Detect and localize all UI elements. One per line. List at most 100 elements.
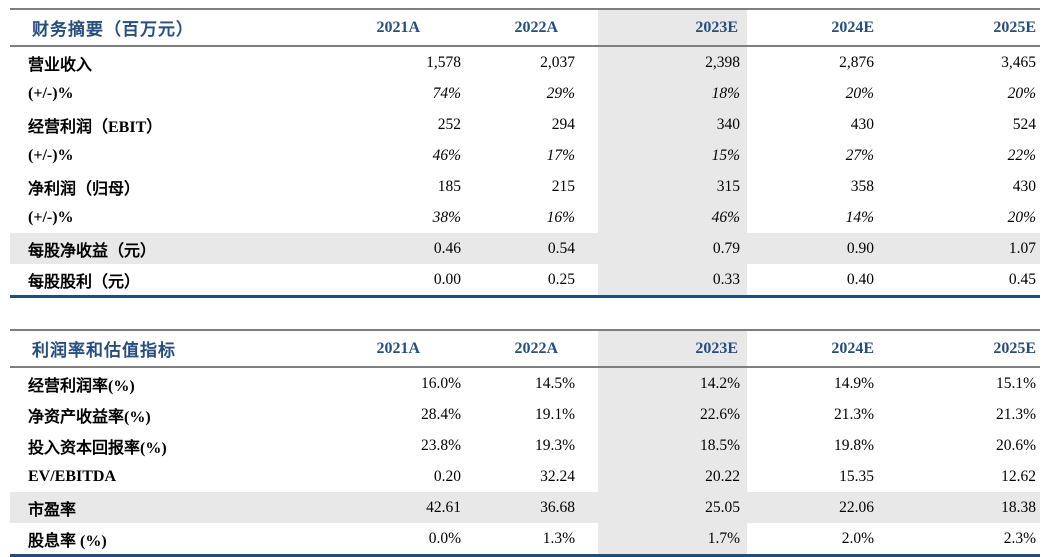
cell-value: 19.3% — [534, 436, 575, 454]
table-row: 净利润（归母） 185 215 315 358 430 — [10, 171, 1040, 202]
cell-value: 2,037 — [540, 53, 575, 71]
cell-value: 0.20 — [433, 467, 461, 485]
cell-value: 18.38 — [877, 492, 1040, 523]
row-label: 净资产收益率(%) — [28, 408, 151, 426]
row-label: 投入资本回报率(%) — [28, 439, 167, 457]
row-label: EV/EBITDA — [28, 467, 117, 485]
table-row: (+/-)% 46% 17% 15% 27% 22% — [10, 140, 1040, 171]
cell-value: 215 — [551, 177, 575, 195]
cell-value: 2.0% — [841, 529, 874, 547]
cell-value: 2.3% — [1003, 529, 1036, 547]
cell-value: 15.1% — [995, 374, 1036, 392]
cell-value: 0.00 — [433, 270, 461, 288]
cell-value: 294 — [551, 115, 575, 133]
cell-value: 23.8% — [420, 436, 461, 454]
row-label: 净利润（归母） — [28, 180, 141, 198]
header-row: 财务摘要（百万元） 2021A 2022A 2023E 2024E 2025E — [10, 9, 1040, 46]
cell-value: 2,876 — [839, 53, 874, 71]
col-header-2025e: 2025E — [993, 18, 1036, 36]
cell-value: 14.5% — [534, 374, 575, 392]
cell-value: 12.62 — [1001, 467, 1036, 485]
cell-value: 22.6% — [598, 399, 747, 430]
cell-value: 46% — [432, 146, 461, 164]
cell-value: 16% — [546, 208, 575, 226]
cell-value: 14.2% — [598, 367, 747, 399]
valuation-metrics-table: 利润率和估值指标 2021A 2022A 2023E 2024E 2025E 经… — [10, 329, 1040, 557]
cell-value: 340 — [598, 109, 747, 140]
cell-value: 185 — [437, 177, 461, 195]
cell-value: 0.79 — [598, 233, 747, 264]
cell-value: 14% — [845, 208, 874, 226]
cell-value: 36.68 — [465, 492, 598, 523]
header-row: 利润率和估值指标 2021A 2022A 2023E 2024E 2025E — [10, 330, 1040, 367]
col-header-2025e: 2025E — [993, 339, 1036, 357]
table-row: 营业收入 1,578 2,037 2,398 2,876 3,465 — [10, 46, 1040, 78]
cell-value: 0.25 — [547, 270, 575, 288]
col-header-2024e: 2024E — [831, 18, 874, 36]
cell-value: 14.9% — [833, 374, 874, 392]
table-row: 股息率 (%) 0.0% 1.3% 1.7% 2.0% 2.3% — [10, 523, 1040, 556]
row-label: (+/-)% — [28, 84, 74, 102]
table-row: EV/EBITDA 0.20 32.24 20.22 15.35 12.62 — [10, 461, 1040, 492]
financial-summary-table: 财务摘要（百万元） 2021A 2022A 2023E 2024E 2025E … — [10, 8, 1040, 298]
table-row: 每股净收益（元） 0.46 0.54 0.79 0.90 1.07 — [10, 233, 1040, 264]
cell-value: 20.22 — [598, 461, 747, 492]
cell-value: 0.0% — [428, 529, 461, 547]
cell-value: 19.8% — [833, 436, 874, 454]
table-title: 利润率和估值指标 — [32, 341, 176, 360]
row-label: (+/-)% — [28, 208, 74, 226]
cell-value: 21.3% — [995, 405, 1036, 423]
row-label: 经营利润率(%) — [28, 377, 135, 395]
row-label: 每股净收益（元） — [10, 233, 325, 264]
cell-value: 252 — [437, 115, 461, 133]
cell-value: 0.33 — [598, 264, 747, 297]
col-header-2022a: 2022A — [514, 339, 558, 357]
cell-value: 20% — [845, 84, 874, 102]
col-header-2021a: 2021A — [376, 18, 420, 36]
cell-value: 22.06 — [747, 492, 877, 523]
cell-value: 0.40 — [846, 270, 874, 288]
cell-value: 2,398 — [598, 46, 747, 78]
cell-value: 21.3% — [833, 405, 874, 423]
cell-value: 17% — [546, 146, 575, 164]
cell-value: 29% — [546, 84, 575, 102]
cell-value: 1,578 — [426, 53, 461, 71]
cell-value: 315 — [598, 171, 747, 202]
table-title: 财务摘要（百万元） — [32, 20, 194, 39]
col-header-2022a: 2022A — [514, 18, 558, 36]
row-label: 每股股利（元） — [28, 273, 141, 291]
col-header-2021a: 2021A — [376, 339, 420, 357]
cell-value: 19.1% — [534, 405, 575, 423]
cell-value: 18% — [598, 78, 747, 109]
cell-value: 25.05 — [598, 492, 747, 523]
cell-value: 430 — [1012, 177, 1036, 195]
cell-value: 16.0% — [420, 374, 461, 392]
table-row: 经营利润（EBIT） 252 294 340 430 524 — [10, 109, 1040, 140]
financial-summary-body: 营业收入 1,578 2,037 2,398 2,876 3,465 (+/-)% 74% 29… — [10, 46, 1040, 297]
cell-value: 32.24 — [540, 467, 575, 485]
cell-value: 20.6% — [995, 436, 1036, 454]
cell-value: 38% — [432, 208, 461, 226]
col-header-2023e: 2023E — [598, 9, 747, 46]
table-row: 经营利润率(%) 16.0% 14.5% 14.2% 14.9% 15.1% — [10, 367, 1040, 399]
cell-value: 74% — [432, 84, 461, 102]
row-label: 经营利润（EBIT） — [28, 118, 163, 136]
col-header-2023e: 2023E — [598, 330, 747, 367]
cell-value: 524 — [1012, 115, 1036, 133]
cell-value: 0.45 — [1008, 270, 1036, 288]
cell-value: 20% — [1007, 84, 1036, 102]
table-row: 市盈率 42.61 36.68 25.05 22.06 18.38 — [10, 492, 1040, 523]
cell-value: 430 — [850, 115, 874, 133]
cell-value: 20% — [1007, 208, 1036, 226]
cell-value: 46% — [598, 202, 747, 233]
cell-value: 0.46 — [325, 233, 465, 264]
cell-value: 3,465 — [1001, 53, 1036, 71]
table-row: (+/-)% 38% 16% 46% 14% 20% — [10, 202, 1040, 233]
cell-value: 18.5% — [598, 430, 747, 461]
cell-value: 22% — [1007, 146, 1036, 164]
valuation-metrics-body: 经营利润率(%) 16.0% 14.5% 14.2% 14.9% 15.1% 净资产收益率(… — [10, 367, 1040, 556]
row-label: (+/-)% — [28, 146, 74, 164]
row-label: 营业收入 — [28, 56, 93, 74]
table-row: 投入资本回报率(%) 23.8% 19.3% 18.5% 19.8% 20.6% — [10, 430, 1040, 461]
cell-value: 1.07 — [877, 233, 1040, 264]
